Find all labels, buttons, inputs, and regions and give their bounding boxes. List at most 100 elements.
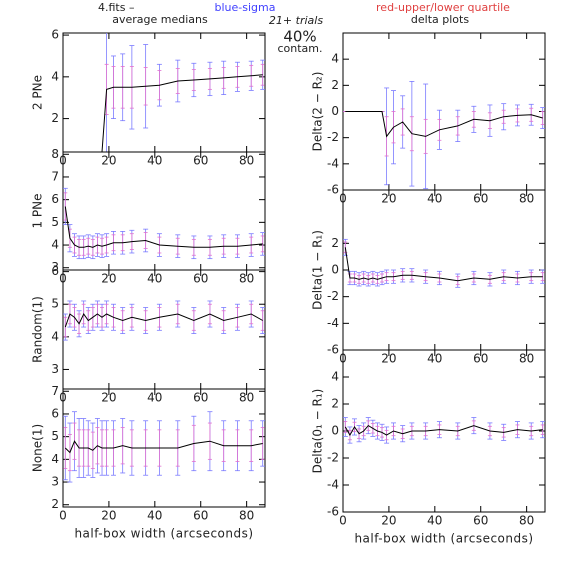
- x-axis-label: half-box width (arcseconds): [74, 527, 253, 541]
- y-tick-label: -6: [327, 183, 339, 197]
- error-bar: [540, 111, 545, 125]
- y-tick-label: 4: [51, 452, 59, 466]
- y-tick-label: 5: [51, 429, 59, 443]
- x-tick-label: 0: [339, 514, 347, 528]
- y-tick-label: 2: [331, 397, 339, 411]
- error-bar: [63, 192, 68, 221]
- y-tick-label: 2: [331, 78, 339, 92]
- y-tick-label: 5: [51, 297, 59, 311]
- y-tick-label: 7: [51, 384, 59, 398]
- x-tick-label: 80: [519, 192, 534, 206]
- y-axis-label: Random(1): [31, 296, 45, 363]
- y-axis-label: Delta(1 − R₁): [311, 230, 325, 310]
- y-tick-label: 0: [331, 104, 339, 118]
- y-tick-label: 6: [51, 406, 59, 420]
- x-tick-label: 40: [147, 391, 162, 405]
- y-tick-label: 8: [51, 147, 59, 161]
- panel-frame: [62, 388, 266, 508]
- panel-frame: [342, 189, 546, 351]
- data-line: [64, 313, 263, 328]
- x-tick-label: 80: [519, 352, 534, 366]
- y-tick-label: 4: [51, 329, 59, 343]
- x-tick-label: 40: [427, 192, 442, 206]
- x-tick-label: 40: [147, 509, 162, 523]
- panel-frame: [62, 32, 266, 153]
- y-tick-label: 5: [51, 215, 59, 229]
- plot-area: [343, 238, 545, 288]
- error-bar: [63, 427, 68, 469]
- y-tick-label: 0: [331, 263, 339, 277]
- error-bar: [260, 427, 265, 460]
- y-tick-label: 4: [331, 370, 339, 384]
- data-line: [64, 206, 263, 248]
- x-tick-label: 20: [101, 154, 116, 168]
- y-tick-label: -2: [327, 451, 339, 465]
- x-tick-label: 80: [239, 391, 254, 405]
- sigma-key: blue-sigma: [215, 1, 276, 14]
- data-line: [345, 111, 543, 138]
- y-tick-label: 4: [51, 238, 59, 252]
- x-tick-label: 40: [427, 514, 442, 528]
- y-tick-label: -4: [327, 156, 339, 170]
- plot-area: [63, 411, 265, 483]
- x-tick-label: 60: [193, 154, 208, 168]
- x-tick-label: 20: [101, 509, 116, 523]
- x-tick-label: 20: [381, 352, 396, 366]
- y-tick-label: -2: [327, 289, 339, 303]
- x-tick-label: 60: [473, 192, 488, 206]
- y-axis-label: 2 PNe: [31, 75, 45, 110]
- y-tick-label: 2: [331, 236, 339, 250]
- y-axis-label: Delta(2 − R₂): [311, 72, 325, 152]
- y-tick-label: 6: [51, 28, 59, 42]
- y-tick-label: 4: [331, 52, 339, 66]
- y-tick-label: -6: [327, 343, 339, 357]
- plot-area: [343, 417, 545, 444]
- error-bar: [540, 272, 545, 282]
- panel-frame: [342, 349, 546, 513]
- plot-area: [63, 187, 265, 260]
- data-line: [344, 424, 543, 437]
- y-tick-label: -4: [327, 316, 339, 330]
- x-tick-label: 40: [427, 352, 442, 366]
- y-axis-label: None(1): [31, 424, 45, 472]
- quartile-key: red-upper/lower quartile: [376, 1, 510, 14]
- y-tick-label: 4: [51, 69, 59, 83]
- y-tick-label: -2: [327, 130, 339, 144]
- x-tick-label: 80: [519, 514, 534, 528]
- y-tick-label: 0: [331, 424, 339, 438]
- plot-area: [63, 300, 265, 341]
- x-tick-label: 80: [239, 509, 254, 523]
- error-bar: [260, 63, 265, 86]
- y-tick-label: 6: [51, 264, 59, 278]
- x-tick-label: 60: [473, 352, 488, 366]
- error-bar: [260, 235, 265, 253]
- y-tick-label: 6: [51, 192, 59, 206]
- right-title: delta plots: [411, 13, 469, 26]
- data-line: [101, 74, 263, 152]
- y-tick-label: -6: [327, 505, 339, 519]
- data-line: [344, 247, 543, 282]
- y-tick-label: 3: [51, 475, 59, 489]
- contam-value: 40%: [283, 28, 316, 46]
- left-title: average medians: [112, 13, 208, 26]
- y-axis-label: 1 PNe: [31, 193, 45, 228]
- data-line: [64, 440, 263, 454]
- x-tick-label: 60: [193, 509, 208, 523]
- x-tick-label: 80: [239, 272, 254, 286]
- panel-frame: [62, 151, 266, 271]
- x-tick-label: 40: [147, 154, 162, 168]
- plot-area: [343, 81, 545, 190]
- x-tick-label: 60: [473, 514, 488, 528]
- x-tick-label: 20: [381, 192, 396, 206]
- y-axis-label: Delta(0₁ − R₁): [311, 389, 325, 474]
- x-tick-label: 20: [381, 514, 396, 528]
- y-tick-label: 3: [51, 362, 59, 376]
- y-tick-label: 2: [51, 111, 59, 125]
- file-label: 4.fits –: [98, 1, 134, 14]
- y-tick-label: -4: [327, 478, 339, 492]
- x-tick-label: 20: [101, 391, 116, 405]
- y-tick-label: 7: [51, 169, 59, 183]
- panel-frame: [62, 269, 266, 390]
- y-tick-label: 2: [51, 497, 59, 511]
